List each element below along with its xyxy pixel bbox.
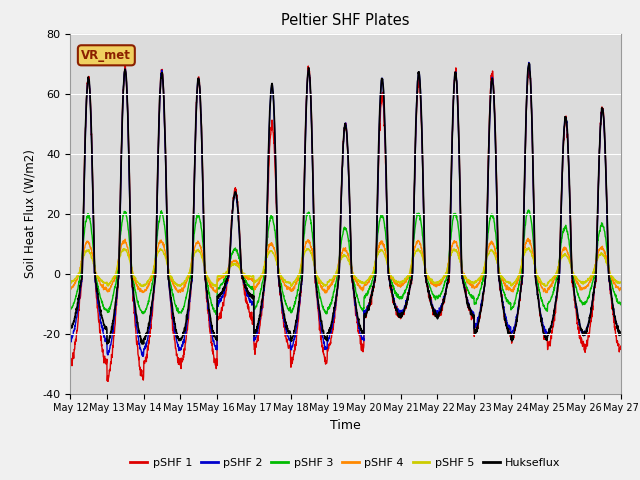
Y-axis label: Soil Heat Flux (W/m2): Soil Heat Flux (W/m2) — [24, 149, 37, 278]
Text: VR_met: VR_met — [81, 49, 131, 62]
Legend: pSHF 1, pSHF 2, pSHF 3, pSHF 4, pSHF 5, Hukseflux: pSHF 1, pSHF 2, pSHF 3, pSHF 4, pSHF 5, … — [126, 453, 565, 472]
X-axis label: Time: Time — [330, 419, 361, 432]
Title: Peltier SHF Plates: Peltier SHF Plates — [282, 13, 410, 28]
